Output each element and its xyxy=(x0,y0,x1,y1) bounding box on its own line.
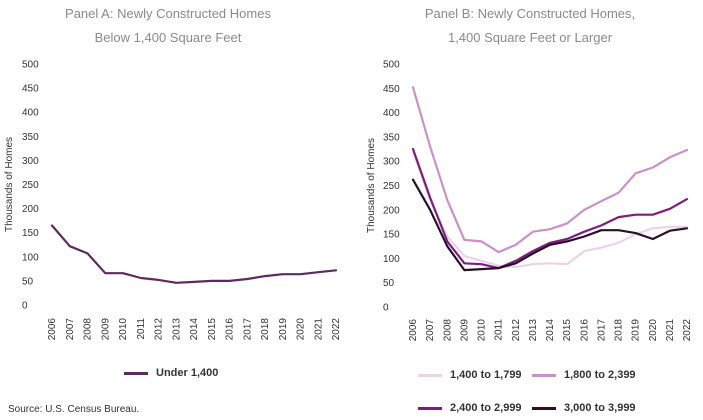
legend-item-under-1400: Under 1,400 xyxy=(124,367,218,379)
panel-b-y-tick-label: 150 xyxy=(383,230,400,241)
panel-b-series-line-3 xyxy=(411,147,689,270)
panel-b-series-line-2 xyxy=(411,86,689,254)
legend-swatch-1400-1799 xyxy=(418,373,442,377)
legend-swatch-2400-2999 xyxy=(418,406,442,410)
panel-a-y-tick-label: 300 xyxy=(22,156,39,167)
panel-a-x-tick-label: 2012 xyxy=(154,318,165,341)
panel-a-x-tick-label: 2020 xyxy=(296,318,307,341)
panel-a-y-tick-label: 200 xyxy=(22,204,39,215)
panel-a-x-tick-label: 2011 xyxy=(136,318,147,340)
legend-swatch-3000-3999 xyxy=(532,406,556,410)
panel-a-y-tick-label: 450 xyxy=(22,84,39,95)
panel-a-y-tick-label: 500 xyxy=(22,60,39,71)
panel-a-series-line-1 xyxy=(50,224,338,284)
panel-b-x-tick-label: 2010 xyxy=(477,319,488,342)
panel-a-x-tick-label: 2010 xyxy=(118,318,129,341)
panel-b-x-tick-label: 2011 xyxy=(494,319,505,341)
panel-b-y-tick-label: 200 xyxy=(383,205,400,216)
panel-a-y-tick-label: 150 xyxy=(22,228,39,239)
panel-a-title-line1: Panel A: Newly Constructed Homes xyxy=(65,6,271,21)
panel-b-x-tick-label: 2015 xyxy=(562,319,573,342)
panel-b-title-line2: 1,400 Square Feet or Larger xyxy=(447,30,613,45)
panel-a-y-tick-label: 350 xyxy=(22,132,39,143)
panel-b-y-axis-label: Thousands of Homes xyxy=(366,138,377,233)
panel-b-series-line-4 xyxy=(411,178,689,272)
panel-a-x-tick-label: 2018 xyxy=(260,318,271,341)
panel-b-y-tick-label: 50 xyxy=(383,278,395,289)
panel-b-x-tick-label: 2016 xyxy=(579,319,590,342)
panel-a-x-tick-label: 2013 xyxy=(171,318,182,341)
panel-b-y-tick-label: 400 xyxy=(383,108,400,119)
panel-b-title-line1: Panel B: Newly Constructed Homes, xyxy=(424,6,636,21)
panel-a-y-tick-label: 50 xyxy=(22,276,34,287)
panel-a-x-tick-label: 2014 xyxy=(189,318,200,341)
panel-b-x-tick-label: 2022 xyxy=(682,319,693,342)
panel-b-y-tick-label: 450 xyxy=(383,84,400,95)
panel-a-title: Panel A: Newly Constructed Homes Below 1… xyxy=(10,2,326,50)
panel-b-y-tick-label: 100 xyxy=(383,254,400,265)
panel-a-y-tick-label: 100 xyxy=(22,252,39,263)
legend-label-1800-2399: 1,800 to 2,399 xyxy=(564,369,636,381)
panel-a-y-tick-label: 250 xyxy=(22,180,39,191)
panel-a-x-tick-label: 2007 xyxy=(65,318,76,341)
panel-a-y-axis-label: Thousands of Homes xyxy=(4,137,15,232)
legend-item-3000-3999: 3,000 to 3,999 xyxy=(532,402,636,414)
panel-b-title: Panel B: Newly Constructed Homes, 1,400 … xyxy=(372,2,688,50)
legend-label-under-1400: Under 1,400 xyxy=(156,367,219,379)
legend-swatch-1800-2399 xyxy=(532,373,556,377)
source-note: Source: U.S. Census Bureau. xyxy=(8,404,140,415)
panel-b-x-tick-label: 2018 xyxy=(614,319,625,342)
panel-b-x-tick-label: 2014 xyxy=(545,319,556,342)
legend-label-2400-2999: 2,400 to 2,999 xyxy=(450,402,522,414)
panel-b-y-tick-label: 300 xyxy=(383,157,400,168)
legend-label-3000-3999: 3,000 to 3,999 xyxy=(564,402,636,414)
panel-a-x-tick-label: 2009 xyxy=(100,318,111,341)
panel-b-x-tick-label: 2008 xyxy=(442,319,453,342)
panel-a-x-tick-label: 2008 xyxy=(83,318,94,341)
panel-b-x-tick-label: 2019 xyxy=(631,319,642,342)
legend-item-2400-2999: 2,400 to 2,999 xyxy=(418,402,522,414)
panel-b-x-tick-label: 2020 xyxy=(648,319,659,342)
panel-b-x-tick-label: 2013 xyxy=(528,319,539,342)
panel-b-x-tick-label: 2017 xyxy=(596,319,607,342)
legend-item-1400-1799: 1,400 to 1,799 xyxy=(418,369,522,381)
panel-b-y-tick-label: 250 xyxy=(383,181,400,192)
panel-b-y-tick-label: 0 xyxy=(383,303,389,314)
panel-b-y-tick-label: 500 xyxy=(383,60,400,71)
panel-b-x-tick-label: 2007 xyxy=(425,319,436,342)
panel-b-x-tick-label: 2009 xyxy=(459,319,470,342)
panel-a-x-tick-label: 2019 xyxy=(278,318,289,341)
panel-a-x-tick-label: 2021 xyxy=(313,318,324,341)
panel-b-series-line-1 xyxy=(411,150,689,269)
panel-a-y-tick-label: 0 xyxy=(22,301,28,312)
panel-a-x-tick-label: 2017 xyxy=(242,318,253,341)
panel-a-x-tick-label: 2016 xyxy=(225,318,236,341)
legend-label-1400-1799: 1,400 to 1,799 xyxy=(450,369,522,381)
legend-swatch-under-1400 xyxy=(124,371,148,375)
panel-b-x-tick-label: 2006 xyxy=(408,319,419,342)
panel-a-x-tick-label: 2006 xyxy=(47,318,58,341)
panel-a-x-tick-label: 2015 xyxy=(207,318,218,341)
legend-item-1800-2399: 1,800 to 2,399 xyxy=(532,369,636,381)
panel-b-x-tick-label: 2021 xyxy=(665,319,676,342)
panel-a-y-tick-label: 400 xyxy=(22,108,39,119)
panel-b-y-tick-label: 350 xyxy=(383,132,400,143)
panel-a-x-tick-label: 2022 xyxy=(331,318,342,341)
panel-a-title-line2: Below 1,400 Square Feet xyxy=(94,30,242,45)
panel-b-x-tick-label: 2012 xyxy=(511,319,522,342)
